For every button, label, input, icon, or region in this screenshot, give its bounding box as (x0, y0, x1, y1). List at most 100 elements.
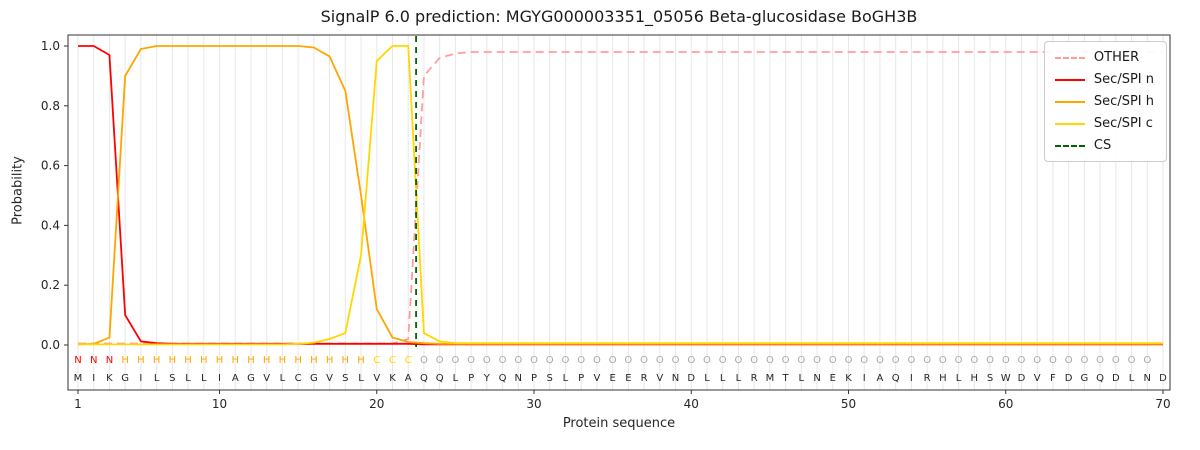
svg-text:O: O (860, 355, 868, 366)
svg-text:H: H (121, 355, 129, 366)
svg-text:D: D (1112, 373, 1120, 384)
svg-text:30: 30 (526, 397, 541, 411)
svg-text:O: O (451, 355, 459, 366)
svg-text:S: S (169, 373, 175, 384)
svg-text:60: 60 (998, 397, 1013, 411)
svg-text:S: S (342, 373, 348, 384)
curve-sec-spi-n (78, 45, 1163, 346)
svg-text:O: O (499, 355, 507, 366)
svg-text:Q: Q (420, 373, 428, 384)
gridlines (77, 35, 1164, 390)
legend-label-sec-spi-c: Sec/SPI c (1093, 116, 1153, 131)
chart-title: SignalP 6.0 prediction: MGYG000003351_05… (320, 7, 918, 26)
svg-text:Y: Y (483, 373, 491, 384)
svg-text:H: H (153, 355, 161, 366)
svg-text:I: I (218, 373, 221, 384)
svg-text:G: G (247, 373, 255, 384)
svg-text:50: 50 (841, 397, 856, 411)
svg-text:H: H (279, 355, 287, 366)
svg-text:Q: Q (499, 373, 507, 384)
svg-text:V: V (1034, 373, 1041, 384)
svg-text:Q: Q (1096, 373, 1104, 384)
svg-text:O: O (436, 355, 444, 366)
svg-text:H: H (169, 355, 177, 366)
svg-text:D: D (1065, 373, 1073, 384)
svg-text:K: K (106, 373, 113, 384)
svg-text:L: L (704, 373, 710, 384)
legend-label-cs: CS (1093, 138, 1112, 153)
svg-text:L: L (563, 373, 569, 384)
svg-text:H: H (310, 355, 318, 366)
svg-text:L: L (736, 373, 742, 384)
svg-text:L: L (201, 373, 207, 384)
svg-text:0.4: 0.4 (41, 218, 60, 232)
cs-line-sample (1054, 144, 1085, 147)
svg-text:P: P (468, 373, 474, 384)
legend-item-other: OTHER (1054, 50, 1154, 65)
svg-text:O: O (939, 355, 947, 366)
svg-text:S: S (547, 373, 553, 384)
svg-text:O: O (420, 355, 428, 366)
svg-text:H: H (342, 355, 350, 366)
svg-text:K: K (845, 373, 852, 384)
svg-text:H: H (971, 373, 979, 384)
svg-text:O: O (483, 355, 491, 366)
svg-text:E: E (625, 373, 631, 384)
legend-item-sec-spi-c: Sec/SPI c (1054, 116, 1154, 131)
svg-text:N: N (74, 355, 81, 366)
svg-text:0.2: 0.2 (41, 278, 60, 292)
svg-text:I: I (139, 373, 142, 384)
svg-text:I: I (92, 373, 95, 384)
svg-text:O: O (609, 355, 617, 366)
svg-text:H: H (939, 373, 947, 384)
curve-sec-spi-c (78, 45, 1163, 346)
svg-text:L: L (799, 373, 805, 384)
svg-text:L: L (1129, 373, 1135, 384)
svg-text:R: R (641, 373, 648, 384)
svg-text:O: O (813, 355, 821, 366)
svg-text:1: 1 (74, 397, 82, 411)
svg-text:V: V (593, 373, 600, 384)
svg-text:W: W (1001, 373, 1011, 384)
svg-text:O: O (467, 355, 475, 366)
svg-text:R: R (924, 373, 931, 384)
svg-text:0.6: 0.6 (41, 159, 60, 173)
svg-text:H: H (294, 355, 302, 366)
svg-text:70: 70 (1155, 397, 1170, 411)
svg-text:20: 20 (369, 397, 384, 411)
svg-text:E: E (830, 373, 836, 384)
legend-label-other: OTHER (1093, 50, 1140, 65)
svg-text:O: O (624, 355, 632, 366)
svg-text:E: E (609, 373, 615, 384)
svg-text:H: H (137, 355, 145, 366)
svg-text:D: D (687, 373, 695, 384)
svg-text:O: O (766, 355, 774, 366)
svg-text:S: S (987, 373, 993, 384)
svg-text:M: M (74, 373, 83, 384)
svg-text:M: M (766, 373, 775, 384)
svg-text:1.0: 1.0 (41, 39, 60, 53)
svg-text:O: O (797, 355, 805, 366)
svg-text:O: O (986, 355, 994, 366)
svg-text:C: C (389, 355, 396, 366)
svg-text:L: L (154, 373, 160, 384)
legend-label-sec-spi-h: Sec/SPI h (1093, 94, 1154, 109)
svg-text:O: O (1096, 355, 1104, 366)
svg-text:O: O (734, 355, 742, 366)
svg-text:O: O (923, 355, 931, 366)
svg-text:O: O (1033, 355, 1041, 366)
svg-text:L: L (720, 373, 726, 384)
svg-text:N: N (90, 355, 97, 366)
svg-text:P: P (531, 373, 537, 384)
svg-text:V: V (373, 373, 380, 384)
svg-text:O: O (546, 355, 554, 366)
svg-text:L: L (956, 373, 962, 384)
svg-text:G: G (310, 373, 318, 384)
legend: OTHER Sec/SPI n Sec/SPI h Sec/SPI c CS (1043, 41, 1167, 162)
svg-text:L: L (358, 373, 364, 384)
svg-text:0.0: 0.0 (41, 338, 60, 352)
svg-text:O: O (876, 355, 884, 366)
svg-text:O: O (672, 355, 680, 366)
